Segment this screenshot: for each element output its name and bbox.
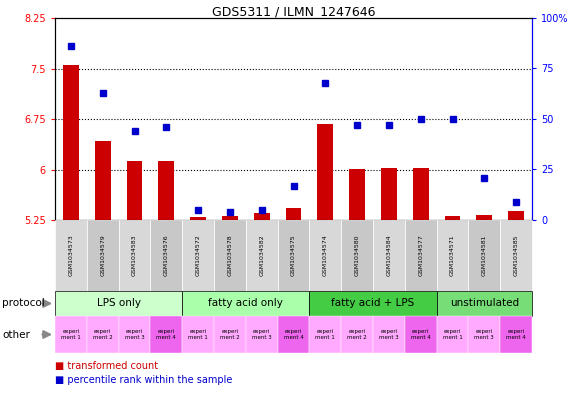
Bar	[285, 208, 302, 220]
Text: GSM1034583: GSM1034583	[132, 235, 137, 276]
Bar	[190, 217, 206, 220]
Text: GSM1034577: GSM1034577	[418, 235, 423, 276]
Text: fatty acid only: fatty acid only	[208, 299, 283, 309]
Text: experi
ment 3: experi ment 3	[252, 329, 271, 340]
Text: experi
ment 4: experi ment 4	[411, 329, 430, 340]
Bar	[63, 65, 79, 220]
Text: GSM1034585: GSM1034585	[514, 235, 519, 276]
Text: GSM1034571: GSM1034571	[450, 235, 455, 276]
Text: experi
ment 2: experi ment 2	[93, 329, 113, 340]
Text: experi
ment 1: experi ment 1	[188, 329, 208, 340]
Bar	[349, 169, 365, 220]
Text: GDS5311 / ILMN_1247646: GDS5311 / ILMN_1247646	[212, 5, 375, 18]
Bar	[126, 162, 143, 220]
Text: experi
ment 3: experi ment 3	[379, 329, 399, 340]
Text: GSM1034576: GSM1034576	[164, 235, 169, 276]
Bar	[158, 161, 174, 220]
Bar	[444, 216, 461, 220]
Bar	[222, 216, 238, 220]
Text: GSM1034578: GSM1034578	[227, 235, 233, 276]
Text: experi
ment 4: experi ment 4	[506, 329, 526, 340]
Bar	[254, 213, 270, 220]
Text: GSM1034582: GSM1034582	[259, 235, 264, 276]
Text: LPS only: LPS only	[97, 299, 140, 309]
Text: GSM1034579: GSM1034579	[100, 235, 105, 276]
Text: experi
ment 3: experi ment 3	[125, 329, 144, 340]
Text: protocol: protocol	[2, 299, 45, 309]
Text: experi
ment 1: experi ment 1	[443, 329, 462, 340]
Text: experi
ment 4: experi ment 4	[284, 329, 303, 340]
Text: GSM1034575: GSM1034575	[291, 235, 296, 276]
Text: GSM1034572: GSM1034572	[195, 235, 201, 276]
Text: GSM1034580: GSM1034580	[354, 235, 360, 276]
Bar	[381, 168, 397, 220]
Text: unstimulated: unstimulated	[450, 299, 519, 309]
Text: GSM1034573: GSM1034573	[68, 235, 74, 276]
Text: fatty acid + LPS: fatty acid + LPS	[331, 299, 415, 309]
Text: experi
ment 2: experi ment 2	[347, 329, 367, 340]
Text: experi
ment 4: experi ment 4	[157, 329, 176, 340]
Text: other: other	[2, 329, 30, 340]
Bar	[476, 215, 492, 220]
Text: GSM1034581: GSM1034581	[482, 235, 487, 276]
Bar	[413, 168, 429, 220]
Text: experi
ment 3: experi ment 3	[474, 329, 494, 340]
Text: ■ percentile rank within the sample: ■ percentile rank within the sample	[55, 375, 233, 385]
Bar	[317, 125, 334, 220]
Text: ■ transformed count: ■ transformed count	[55, 361, 158, 371]
Bar	[95, 141, 111, 220]
Text: GSM1034574: GSM1034574	[323, 235, 328, 276]
Bar	[508, 211, 524, 220]
Text: experi
ment 2: experi ment 2	[220, 329, 240, 340]
Text: experi
ment 1: experi ment 1	[316, 329, 335, 340]
Text: GSM1034584: GSM1034584	[386, 235, 392, 276]
Text: experi
ment 1: experi ment 1	[61, 329, 81, 340]
